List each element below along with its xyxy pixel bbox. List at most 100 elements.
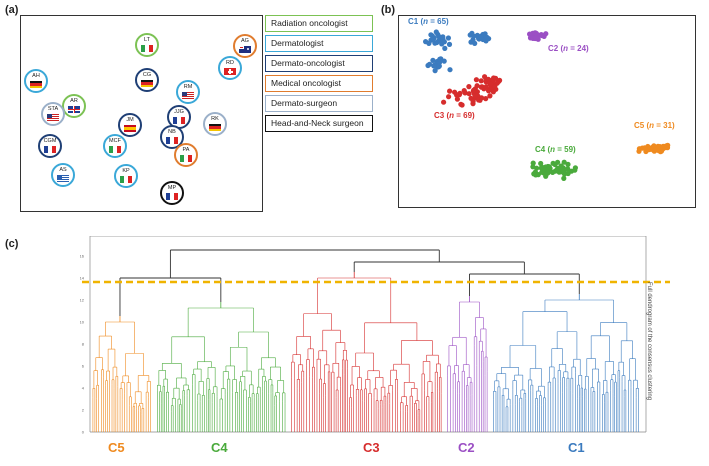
specialty-legend: Radiation oncologist Dermatologist Dermato… — [265, 15, 375, 135]
scatter-point-c3 — [446, 94, 452, 100]
dendrogram-ytick-label: 14 — [80, 276, 85, 281]
expert-node-ar: AR — [62, 94, 86, 118]
cluster-label-c2-post: = 24) — [568, 44, 589, 53]
expert-code: PA — [182, 147, 190, 153]
expert-node-ag: AG — [233, 34, 257, 58]
scatter-point-c2 — [533, 35, 539, 41]
scatter-point-c4 — [534, 165, 540, 171]
expert-code: RM — [183, 84, 193, 90]
scatter-point-c4 — [561, 175, 567, 181]
expert-code: KP — [122, 168, 130, 174]
expert-code: AG — [241, 38, 249, 44]
france-flag-icon — [166, 137, 178, 144]
scatter-point-c1 — [426, 61, 433, 67]
scatter-point-c1 — [431, 62, 437, 68]
expert-map-panel: LT AG RD AH CG RM AR STA JM JJG RK NB CGM MCF PA AS KP MP — [20, 15, 263, 212]
cluster-label-c2-n: n — [563, 44, 569, 53]
scatter-point-c1 — [430, 57, 436, 64]
scatter-point-c4 — [561, 159, 567, 165]
expert-code: AS — [59, 167, 67, 173]
cluster-label-c1-post: = 65) — [428, 17, 449, 26]
dendro-label-c2: C2 — [458, 440, 475, 455]
cluster-label-c1-pre: C1 ( — [408, 17, 424, 26]
scatter-point-c3 — [483, 96, 489, 102]
scatter-point-c3 — [459, 102, 465, 108]
expert-code: JM — [126, 117, 134, 123]
expert-node-pa: PA — [174, 143, 198, 167]
scatter-point-c3 — [492, 83, 498, 89]
cluster-label-c5-n: n — [649, 121, 655, 130]
expert-code: CGM — [43, 138, 57, 144]
australia-flag-icon — [239, 46, 251, 53]
expert-node-jm: JM — [118, 113, 142, 137]
expert-node-mcf: MCF — [103, 134, 127, 158]
italy-flag-icon — [141, 45, 153, 52]
expert-node-sta: STA — [41, 102, 65, 126]
expert-node-lt: LT — [135, 33, 159, 57]
scatter-point-c1 — [469, 30, 475, 36]
scatter-point-c3 — [474, 83, 480, 89]
legend-item-dermato-oncologist: Dermato-oncologist — [265, 55, 373, 72]
france-flag-icon — [173, 117, 185, 124]
dendrogram-ytick-label: 4 — [82, 386, 85, 391]
scatter-point-c1 — [434, 39, 440, 46]
cluster-label-c5: C5 (n = 31) — [634, 121, 675, 130]
scatter-point-c4 — [565, 166, 571, 172]
expert-node-rd: RD — [218, 56, 242, 80]
legend-item-medical: Medical oncologist — [265, 75, 373, 92]
dendrogram-ytick-label: 10 — [80, 320, 85, 325]
scatter-point-c4 — [552, 161, 558, 168]
scatter-point-c3 — [456, 92, 462, 98]
scatter-point-c1 — [441, 39, 447, 45]
usa-flag-icon — [182, 92, 194, 99]
scatter-point-c1 — [426, 40, 432, 46]
dendro-label-c5: C5 — [108, 440, 125, 455]
expert-code: LT — [143, 37, 150, 43]
scatter-point-c2 — [538, 32, 544, 38]
scatter-point-c3 — [466, 84, 472, 90]
spain-flag-icon — [124, 125, 136, 132]
cluster-label-c5-pre: C5 ( — [634, 121, 650, 130]
scatter-point-c1 — [442, 45, 448, 51]
greece-flag-icon — [57, 175, 69, 182]
scatter-point-c4 — [550, 169, 556, 175]
dendrogram: 0 2 4 6 8 10 12 14 16 — [80, 236, 670, 435]
dendrogram-side-label: Full dendrogram of the consensus cluster… — [646, 282, 652, 401]
expert-code: STA — [47, 106, 59, 112]
legend-item-radiation: Radiation oncologist — [265, 15, 373, 32]
scatter-point-c4 — [565, 161, 571, 167]
expert-code: AR — [70, 98, 78, 104]
scatter-point-c5 — [662, 145, 668, 151]
scatter-point-c3 — [454, 96, 460, 102]
scatter-point-c3 — [472, 93, 478, 99]
scatter-point-c4 — [530, 160, 536, 166]
panel-label-c: (c) — [5, 238, 19, 250]
expert-code: NB — [168, 129, 176, 135]
scatter-point-c5 — [642, 145, 648, 151]
cluster-label-c3-pre: C3 ( — [434, 111, 450, 120]
expert-node-cg: CG — [135, 68, 159, 92]
france-flag-icon — [44, 146, 56, 153]
scatter-point-c3 — [470, 88, 476, 94]
scatter-point-c3 — [486, 88, 492, 94]
france-flag-icon — [166, 193, 178, 200]
cluster-scatter-panel — [398, 15, 696, 208]
dendro-label-c1: C1 — [568, 440, 585, 455]
dendrogram-ytick-label: 12 — [80, 298, 85, 303]
dendro-label-c4: C4 — [211, 440, 228, 455]
expert-code: AH — [32, 73, 40, 79]
legend-item-head-neck: Head-and-Neck surgeon — [265, 115, 373, 132]
panel-label-b: (b) — [381, 4, 396, 16]
expert-code: JJG — [174, 109, 184, 115]
italy-flag-icon — [120, 176, 132, 183]
scatter-point-c3 — [478, 78, 484, 84]
scatter-point-c3 — [441, 99, 447, 105]
italy-flag-icon — [180, 155, 192, 162]
scatter-point-c4 — [568, 168, 575, 174]
usa-flag-icon — [47, 114, 59, 121]
dendrogram-ytick-label: 6 — [82, 364, 85, 369]
cluster-label-c4: C4 (n = 59) — [535, 145, 576, 154]
scatter-point-c1 — [428, 32, 434, 38]
expert-node-mp: MP — [160, 181, 184, 205]
scatter-point-c5 — [646, 147, 652, 153]
